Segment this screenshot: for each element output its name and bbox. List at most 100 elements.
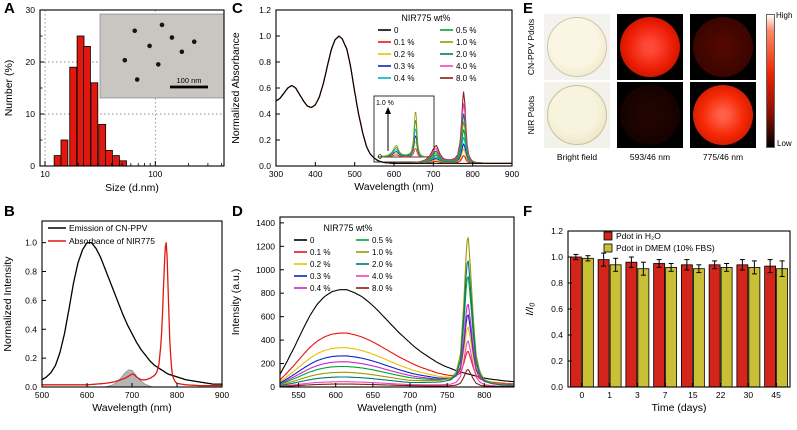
intensity-colorbar bbox=[766, 14, 775, 148]
svg-text:Number (%): Number (%) bbox=[3, 60, 15, 117]
svg-text:0.8: 0.8 bbox=[551, 278, 563, 288]
svg-text:15: 15 bbox=[688, 390, 698, 400]
svg-text:0.4: 0.4 bbox=[25, 324, 37, 334]
svg-text:600: 600 bbox=[387, 169, 401, 179]
dish-image bbox=[547, 85, 607, 145]
svg-text:10: 10 bbox=[40, 169, 50, 179]
svg-text:3: 3 bbox=[635, 390, 640, 400]
svg-text:0.2 %: 0.2 % bbox=[394, 50, 414, 59]
svg-text:0.5 %: 0.5 % bbox=[372, 236, 392, 245]
svg-text:30: 30 bbox=[26, 5, 36, 15]
svg-text:Absorbance of NIR775: Absorbance of NIR775 bbox=[69, 236, 155, 246]
svg-text:0: 0 bbox=[580, 390, 585, 400]
svg-text:Wavelength (nm): Wavelength (nm) bbox=[357, 402, 437, 414]
svg-text:100 nm: 100 nm bbox=[176, 76, 201, 85]
fluorescence-image bbox=[693, 17, 753, 77]
svg-text:800: 800 bbox=[170, 390, 184, 400]
svg-text:1.0: 1.0 bbox=[551, 252, 563, 262]
col-label-775nm: 775/46 nm bbox=[702, 152, 744, 162]
svg-text:200: 200 bbox=[261, 359, 275, 369]
svg-text:600: 600 bbox=[80, 390, 94, 400]
svg-text:0.0: 0.0 bbox=[551, 382, 563, 392]
svg-text:10: 10 bbox=[26, 109, 36, 119]
panel-label-f: F bbox=[523, 203, 533, 220]
svg-text:1.2: 1.2 bbox=[551, 226, 563, 236]
svg-text:Pdot in DMEM (10% FBS): Pdot in DMEM (10% FBS) bbox=[616, 243, 715, 253]
photo-nir-593nm bbox=[617, 82, 683, 148]
svg-text:4.0 %: 4.0 % bbox=[456, 62, 476, 71]
svg-text:0.6: 0.6 bbox=[25, 295, 37, 305]
photo-nir-brightfield bbox=[544, 82, 610, 148]
svg-text:0: 0 bbox=[394, 26, 399, 35]
svg-text:1.0 %: 1.0 % bbox=[372, 248, 392, 257]
svg-text:1400: 1400 bbox=[256, 218, 275, 228]
svg-text:Wavelength (nm): Wavelength (nm) bbox=[354, 181, 434, 193]
col-label-593nm: 593/46 nm bbox=[629, 152, 671, 162]
panel-c-absorbance-spectra: 1.0 % 0 300 400 500 600 700 800 900 0.0 0.2 0.4 0.6 0… bbox=[230, 5, 519, 193]
svg-text:650: 650 bbox=[366, 390, 380, 400]
svg-text:45: 45 bbox=[771, 390, 781, 400]
panel-f-stability-bars: 0 1 3 7 15 22 30 45 0.0 0.2 0.4 0.6 0.8 1.0 1.2 Time (d… bbox=[524, 226, 791, 414]
svg-text:700: 700 bbox=[125, 390, 139, 400]
panel-d-emission-spectra: 550 600 650 700 750 800 0 200 400 600 800 1000 1200 1… bbox=[230, 216, 515, 414]
svg-text:0.2: 0.2 bbox=[551, 356, 563, 366]
svg-text:0.4: 0.4 bbox=[551, 330, 563, 340]
panel-b-overlap-spectra: 500 600 700 800 900 0.0 0.2 0.4 0.6 0.8 1.0 Wavelen… bbox=[2, 220, 229, 414]
svg-text:Normalized Intensity: Normalized Intensity bbox=[2, 256, 14, 352]
svg-text:I/I₀: I/I₀ bbox=[524, 302, 536, 316]
svg-text:0.5 %: 0.5 % bbox=[456, 26, 476, 35]
svg-text:800: 800 bbox=[261, 288, 275, 298]
row-label-cnppv-pdots: CN-PPV Pdots bbox=[526, 18, 536, 76]
svg-text:0: 0 bbox=[30, 161, 35, 171]
svg-text:1.0: 1.0 bbox=[259, 31, 271, 41]
svg-text:2.0 %: 2.0 % bbox=[372, 260, 392, 269]
svg-text:1.0 %: 1.0 % bbox=[456, 38, 476, 47]
svg-text:1200: 1200 bbox=[256, 241, 275, 251]
svg-text:NIR775 wt%: NIR775 wt% bbox=[402, 13, 451, 23]
svg-text:NIR775 wt%: NIR775 wt% bbox=[324, 223, 373, 233]
svg-text:0.8: 0.8 bbox=[25, 267, 37, 277]
svg-text:0: 0 bbox=[310, 236, 315, 245]
fluorescence-image bbox=[620, 85, 680, 145]
svg-text:0.8: 0.8 bbox=[259, 57, 271, 67]
photo-cnppv-593nm bbox=[617, 14, 683, 80]
svg-text:550: 550 bbox=[291, 390, 305, 400]
svg-text:Normalized Absorbance: Normalized Absorbance bbox=[230, 32, 242, 144]
svg-text:1.0: 1.0 bbox=[25, 238, 37, 248]
photo-cnppv-brightfield bbox=[544, 14, 610, 80]
panel-label-e: E bbox=[523, 0, 534, 17]
svg-text:2.0 %: 2.0 % bbox=[456, 50, 476, 59]
panel-label-d: D bbox=[232, 203, 243, 220]
svg-text:500: 500 bbox=[35, 390, 49, 400]
svg-text:700: 700 bbox=[426, 169, 440, 179]
svg-text:Emission of CN-PPV: Emission of CN-PPV bbox=[69, 223, 148, 233]
svg-text:500: 500 bbox=[348, 169, 362, 179]
svg-text:1: 1 bbox=[607, 390, 612, 400]
svg-text:8.0 %: 8.0 % bbox=[456, 74, 476, 83]
svg-text:600: 600 bbox=[261, 312, 275, 322]
svg-text:400: 400 bbox=[308, 169, 322, 179]
panel-a-size-histogram: 100 nm 0 10 20 30 10 100 Size (d.nm) Number (%) bbox=[3, 5, 225, 194]
svg-text:Time (days): Time (days) bbox=[651, 402, 706, 414]
svg-text:7: 7 bbox=[663, 390, 668, 400]
panel-e-photographs: CN-PPV Pdots NIR Pdots Bright field 593/… bbox=[520, 0, 797, 205]
svg-text:8.0 %: 8.0 % bbox=[372, 284, 392, 293]
svg-text:0: 0 bbox=[378, 154, 382, 161]
svg-text:1.2: 1.2 bbox=[259, 5, 271, 15]
svg-text:Size (d.nm): Size (d.nm) bbox=[105, 182, 159, 194]
svg-text:750: 750 bbox=[440, 390, 454, 400]
svg-text:0.0: 0.0 bbox=[259, 161, 271, 171]
photo-nir-775nm bbox=[690, 82, 756, 148]
dish-image bbox=[547, 17, 607, 77]
svg-text:22: 22 bbox=[716, 390, 726, 400]
svg-text:0.4: 0.4 bbox=[259, 109, 271, 119]
colorbar-low-label: Low bbox=[777, 139, 792, 148]
svg-text:300: 300 bbox=[269, 169, 283, 179]
svg-text:1.0 %: 1.0 % bbox=[376, 100, 394, 107]
svg-text:0.6: 0.6 bbox=[551, 304, 563, 314]
svg-text:800: 800 bbox=[477, 390, 491, 400]
panel-label-a: A bbox=[4, 0, 15, 17]
svg-text:0.4 %: 0.4 % bbox=[394, 74, 414, 83]
svg-text:1000: 1000 bbox=[256, 265, 275, 275]
